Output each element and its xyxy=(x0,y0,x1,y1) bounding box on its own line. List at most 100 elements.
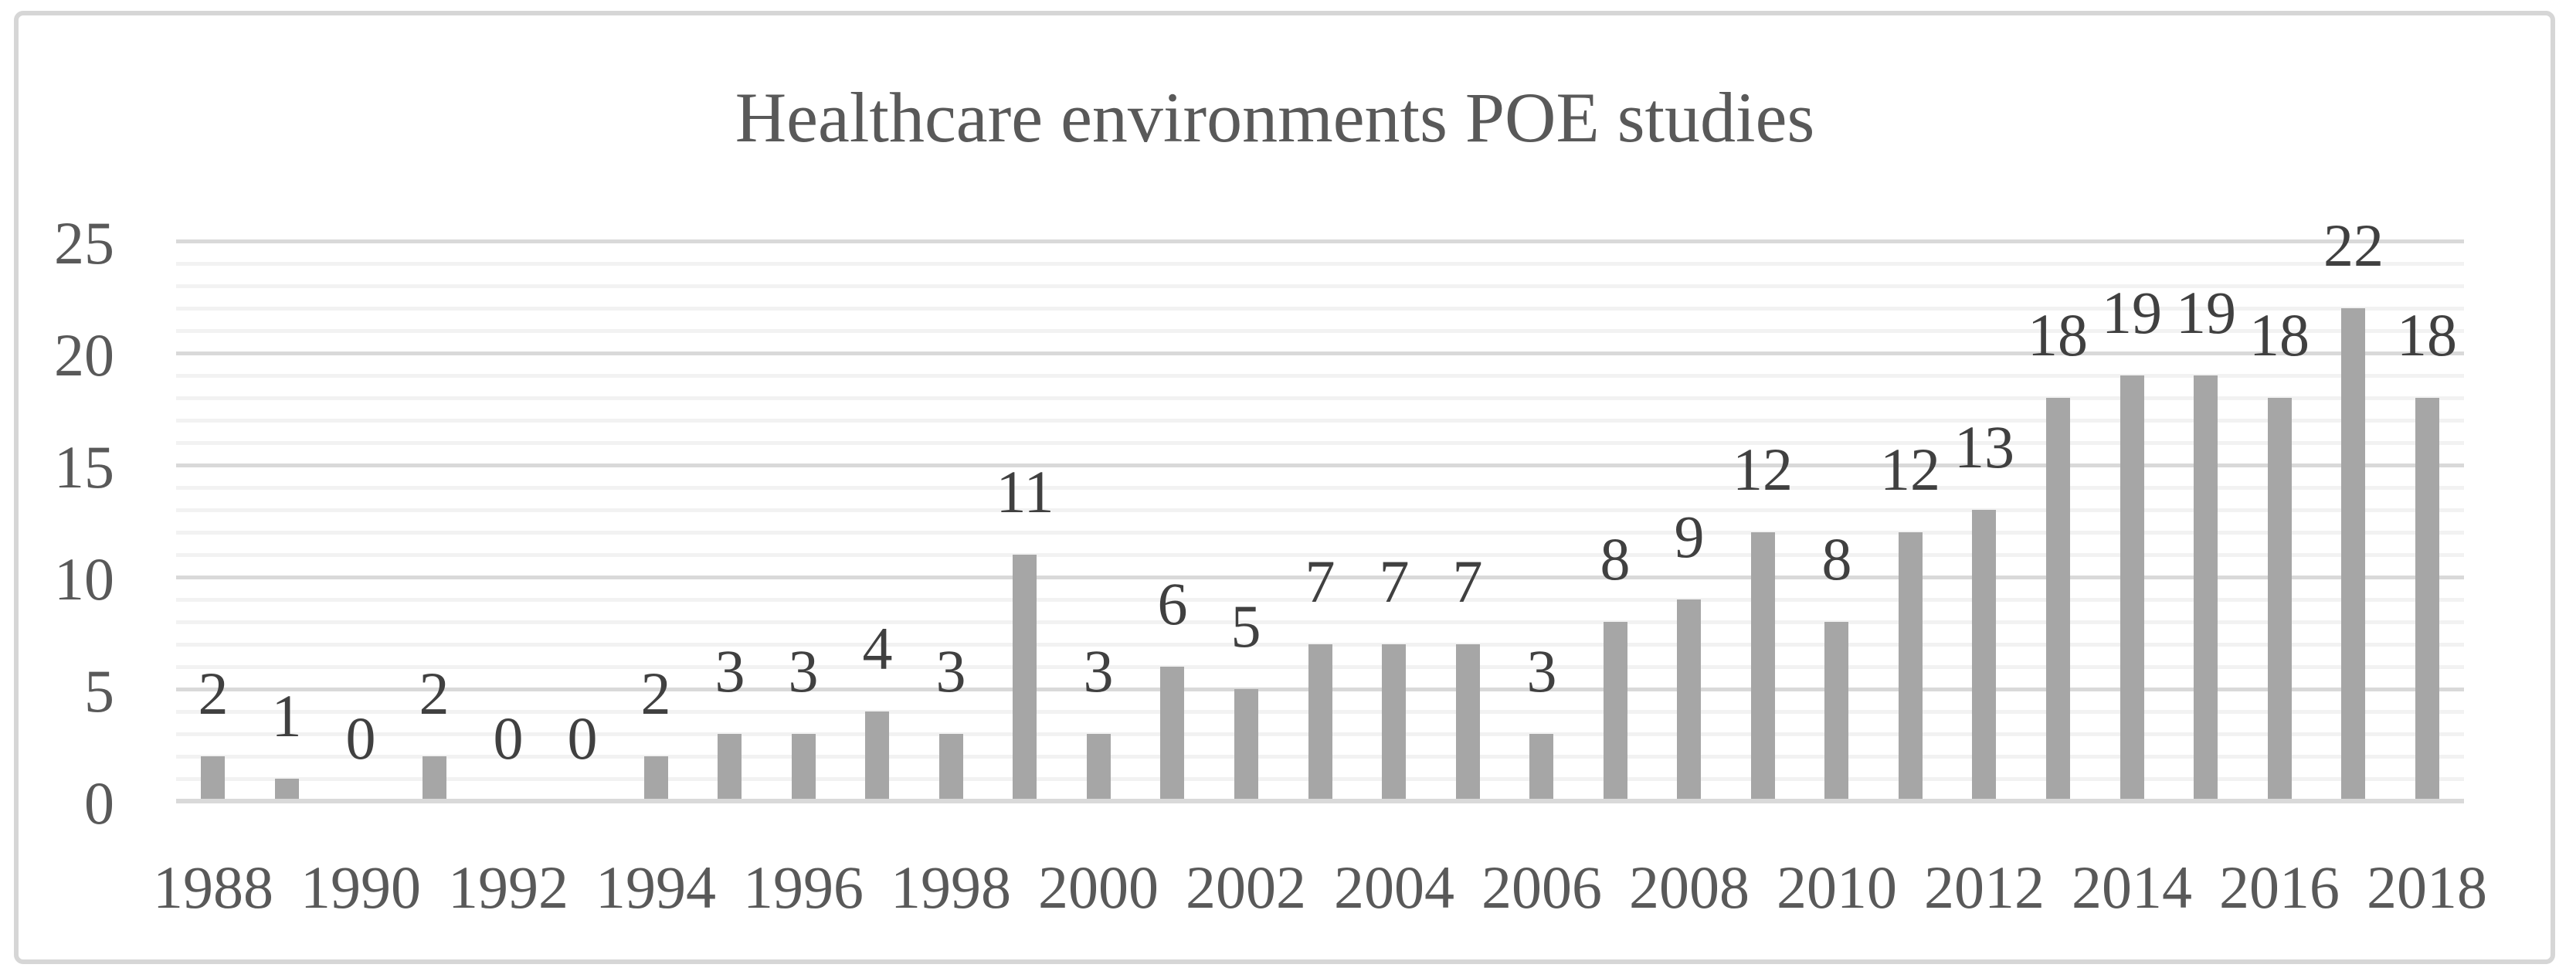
bar xyxy=(644,756,668,801)
minor-gridline xyxy=(176,441,2464,445)
x-axis-tick-label: 2008 xyxy=(1629,854,1750,921)
minor-gridline xyxy=(176,419,2464,423)
bar xyxy=(2341,308,2365,801)
y-axis-tick-label: 15 xyxy=(54,433,114,501)
chart-title: Healthcare environments POE studies xyxy=(735,78,1815,157)
y-axis-tick-label: 10 xyxy=(54,545,114,613)
bar-value-label: 2 xyxy=(640,660,671,727)
bar-value-label: 7 xyxy=(1305,548,1336,615)
bar-value-label: 3 xyxy=(935,637,966,705)
bar xyxy=(1529,734,1553,801)
bar xyxy=(423,756,446,801)
bar-value-label: 8 xyxy=(1821,525,1852,593)
x-axis-line xyxy=(176,799,2464,803)
bar-value-label: 0 xyxy=(345,705,376,772)
x-axis-tick-label: 2016 xyxy=(2219,854,2340,921)
major-gridline xyxy=(176,239,2464,243)
x-axis-tick-label: 2006 xyxy=(1481,854,1602,921)
minor-gridline xyxy=(176,262,2464,266)
x-axis-tick-label: 2012 xyxy=(1924,854,2045,921)
bar-value-label: 18 xyxy=(2397,301,2457,368)
x-axis-tick-label: 1994 xyxy=(596,854,716,921)
bar xyxy=(1677,599,1701,801)
bar xyxy=(275,779,299,801)
minor-gridline xyxy=(176,486,2464,490)
bar xyxy=(1604,622,1627,801)
bar xyxy=(1382,644,1406,801)
minor-gridline xyxy=(176,553,2464,557)
bar-value-label: 19 xyxy=(2176,279,2236,346)
bar xyxy=(2268,398,2292,801)
bar xyxy=(2415,398,2439,801)
minor-gridline xyxy=(176,307,2464,311)
minor-gridline xyxy=(176,329,2464,333)
bar-value-label: 13 xyxy=(1954,413,2014,481)
bar-value-label: 7 xyxy=(1379,548,1410,615)
bar-value-label: 3 xyxy=(1083,637,1114,705)
bar xyxy=(1972,510,1996,801)
major-gridline xyxy=(176,351,2464,355)
minor-gridline xyxy=(176,598,2464,602)
bar xyxy=(2120,375,2144,801)
bar-value-label: 8 xyxy=(1600,525,1631,593)
bar xyxy=(792,734,816,801)
x-axis-tick-label: 1988 xyxy=(153,854,273,921)
bar xyxy=(939,734,963,801)
bar xyxy=(865,711,889,801)
bar xyxy=(718,734,742,801)
bar-value-label: 3 xyxy=(714,637,745,705)
minor-gridline xyxy=(176,396,2464,400)
x-axis-tick-label: 2002 xyxy=(1186,854,1306,921)
bar-value-label: 19 xyxy=(2102,279,2162,346)
bar-value-label: 3 xyxy=(1526,637,1557,705)
bar xyxy=(1160,667,1184,801)
x-axis-tick-label: 1998 xyxy=(891,854,1011,921)
bar-value-label: 1 xyxy=(271,682,302,749)
minor-gridline xyxy=(176,374,2464,378)
x-axis-tick-label: 1992 xyxy=(448,854,568,921)
bar-value-label: 3 xyxy=(788,637,819,705)
chart-frame-border xyxy=(14,11,2555,964)
bar xyxy=(1013,555,1037,801)
bar xyxy=(1824,622,1848,801)
minor-gridline xyxy=(176,620,2464,624)
bar xyxy=(1456,644,1480,801)
x-axis-tick-label: 2004 xyxy=(1334,854,1454,921)
bar-value-label: 12 xyxy=(1733,436,1793,503)
bar xyxy=(201,756,225,801)
bar-value-label: 9 xyxy=(1674,503,1705,570)
bar-value-label: 2 xyxy=(198,660,229,727)
bar xyxy=(1087,734,1111,801)
bar-value-label: 22 xyxy=(2323,212,2384,279)
bar xyxy=(1234,689,1258,801)
major-gridline xyxy=(176,576,2464,579)
bar-value-label: 5 xyxy=(1230,593,1261,660)
minor-gridline xyxy=(176,284,2464,288)
bar-value-label: 0 xyxy=(567,705,598,772)
plot-area: 2 1 0 2 0 0 2 3 3 4 3 11 3 6 5 7 7 7 3 8 9 12 8 12 13 18 19 19 18 22 1… xyxy=(176,216,2464,803)
bar xyxy=(1899,532,1923,801)
x-axis-tick-label: 2010 xyxy=(1777,854,1897,921)
x-axis-tick-label: 2014 xyxy=(2072,854,2192,921)
x-axis-tick-label: 2000 xyxy=(1038,854,1159,921)
bar-value-label: 11 xyxy=(996,458,1054,525)
x-axis-tick-label: 1996 xyxy=(743,854,864,921)
bar xyxy=(1751,532,1775,801)
bar-value-label: 12 xyxy=(1880,436,1940,503)
bar-value-label: 2 xyxy=(419,660,450,727)
bar-value-label: 0 xyxy=(493,705,524,772)
bar-value-label: 4 xyxy=(862,615,893,682)
bar xyxy=(1308,644,1332,801)
bar xyxy=(2046,398,2070,801)
y-axis-tick-label: 0 xyxy=(84,769,114,837)
bar xyxy=(2194,375,2218,801)
y-axis-tick-label: 25 xyxy=(54,209,114,277)
y-axis-tick-label: 20 xyxy=(54,321,114,389)
bar-value-label: 18 xyxy=(2249,301,2310,368)
bar-value-label: 6 xyxy=(1157,570,1188,637)
y-axis-tick-label: 5 xyxy=(84,657,114,725)
bar-value-label: 7 xyxy=(1452,548,1483,615)
minor-gridline xyxy=(176,531,2464,535)
x-axis-tick-label: 1990 xyxy=(300,854,421,921)
